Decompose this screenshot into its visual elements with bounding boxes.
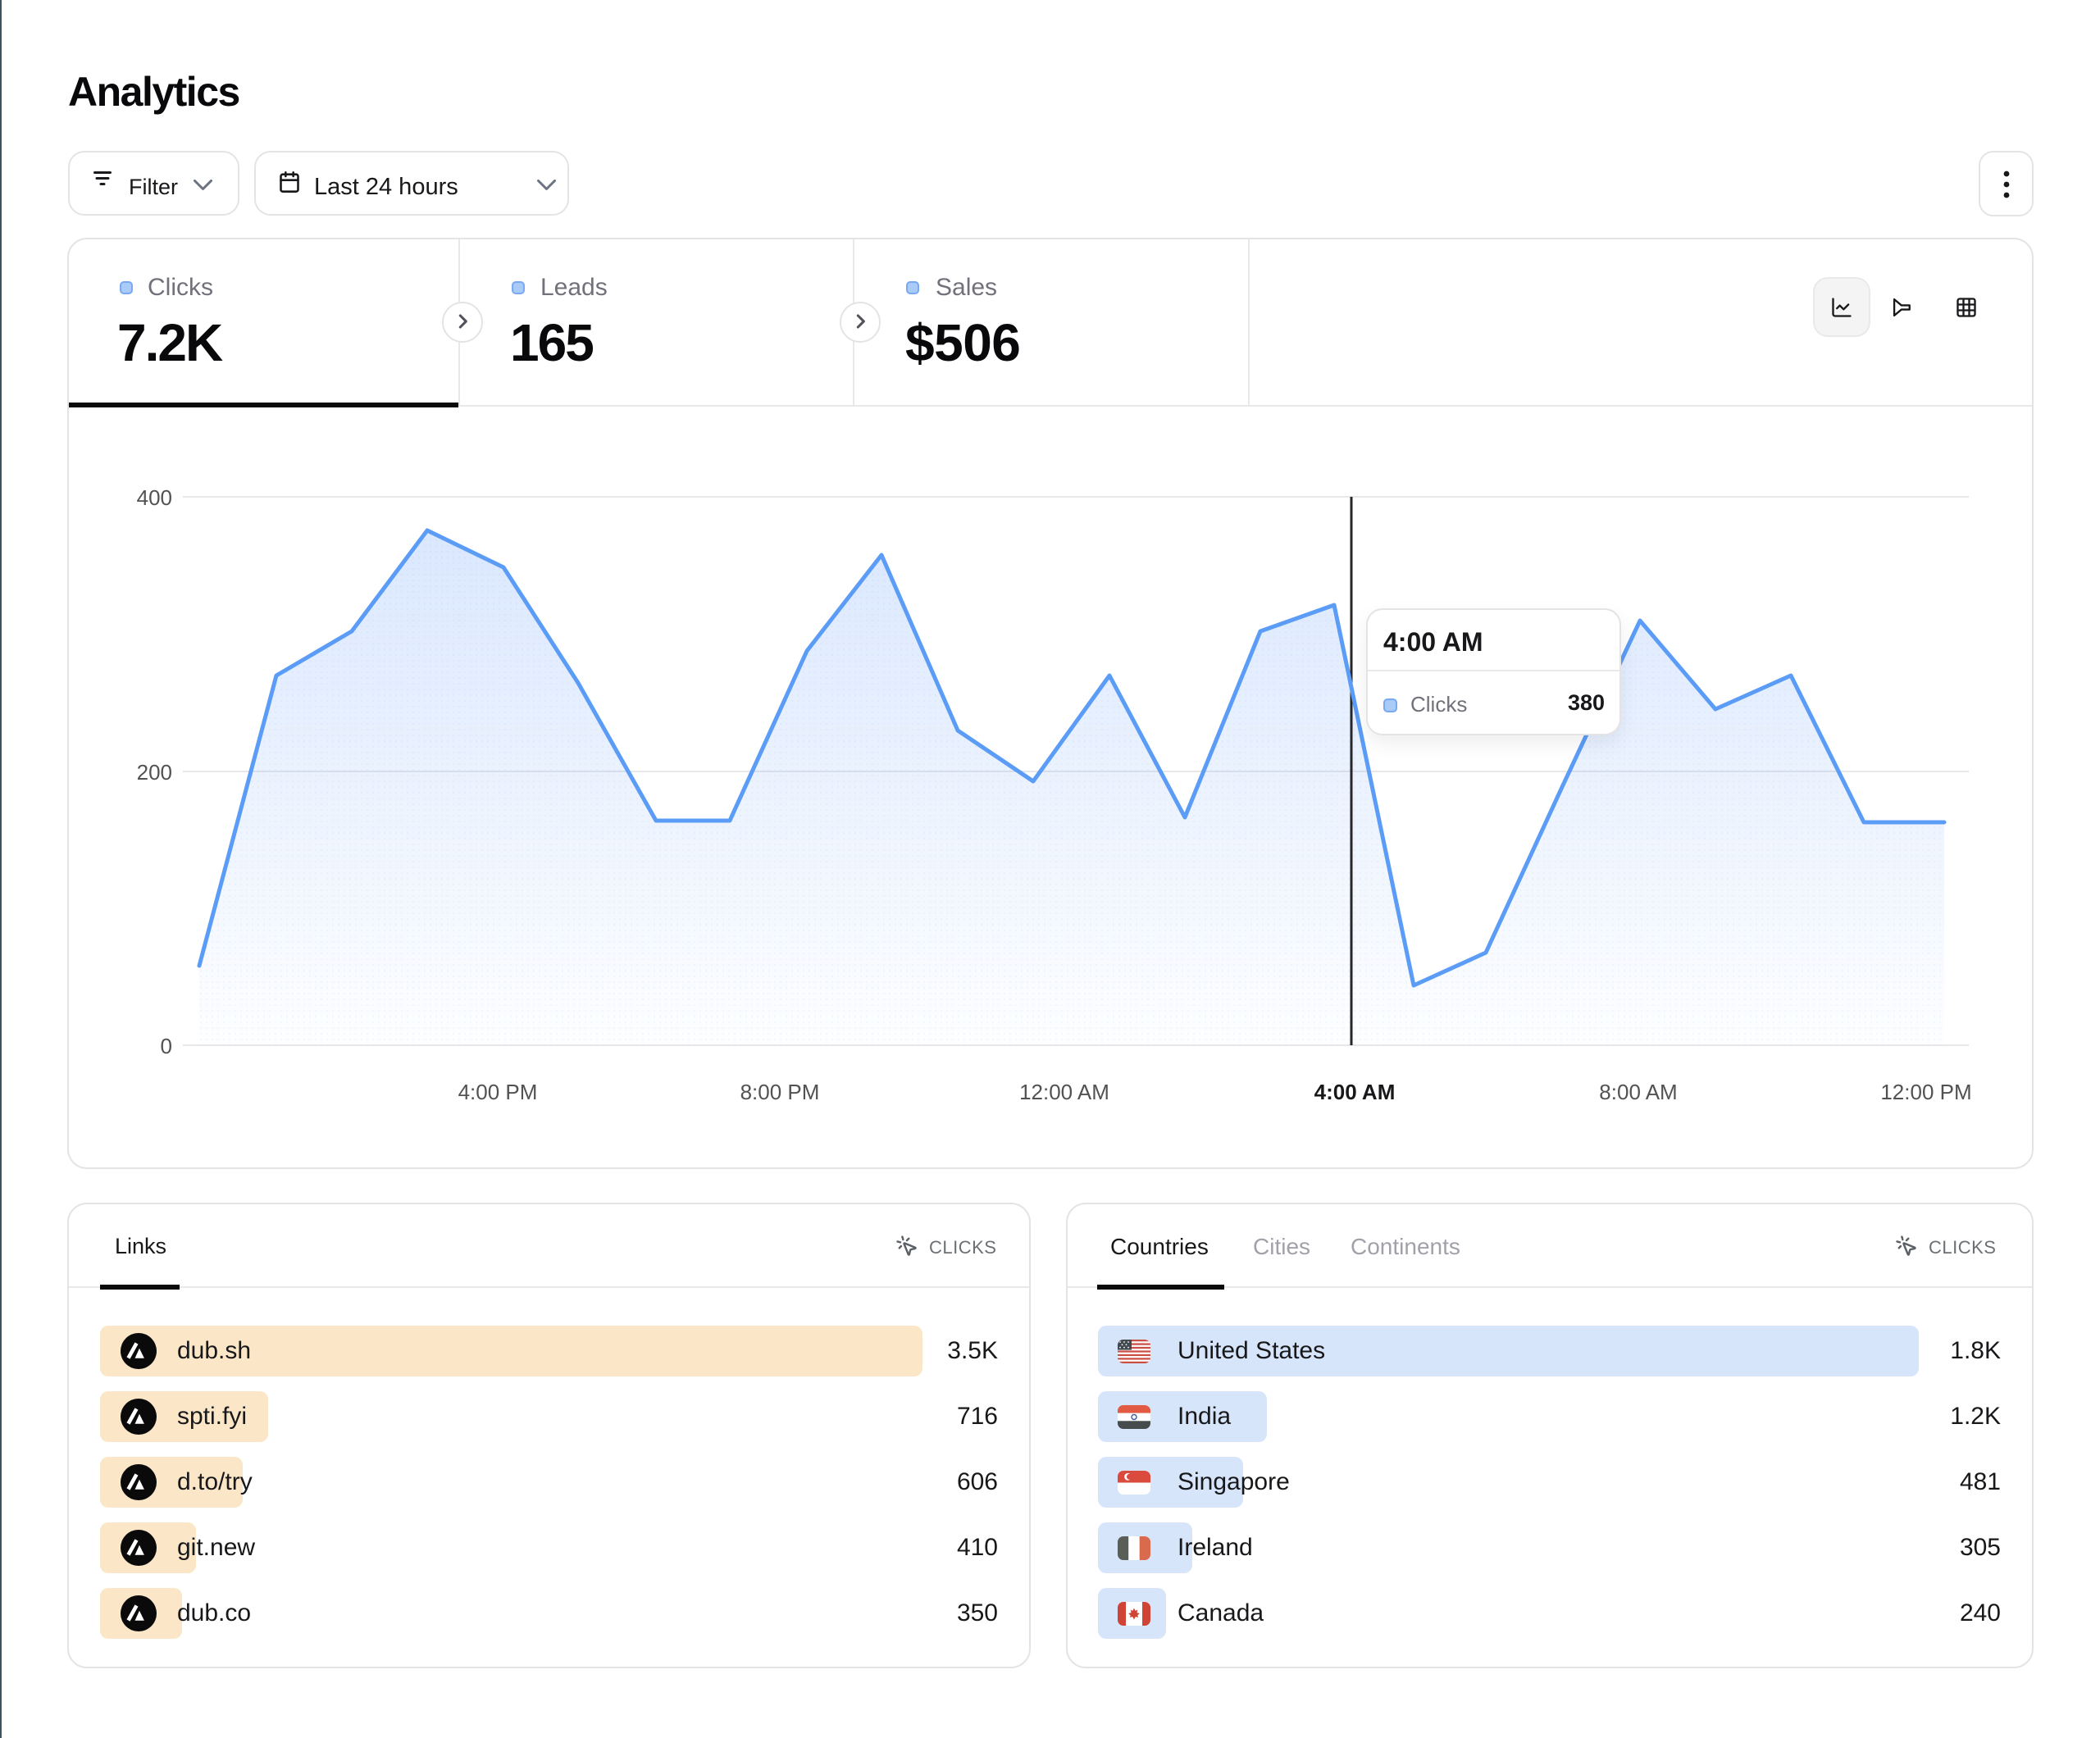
svg-text:0: 0: [161, 1034, 172, 1058]
svg-text:8:00 AM: 8:00 AM: [1599, 1080, 1677, 1104]
svg-text:12:00 AM: 12:00 AM: [1019, 1080, 1109, 1104]
svg-text:8:00 PM: 8:00 PM: [740, 1080, 820, 1104]
svg-text:400: 400: [137, 485, 172, 510]
svg-text:12:00 PM: 12:00 PM: [1880, 1080, 1971, 1104]
svg-text:4:00 AM: 4:00 AM: [1314, 1080, 1396, 1104]
svg-text:4:00 PM: 4:00 PM: [458, 1080, 538, 1104]
svg-text:200: 200: [137, 760, 172, 785]
